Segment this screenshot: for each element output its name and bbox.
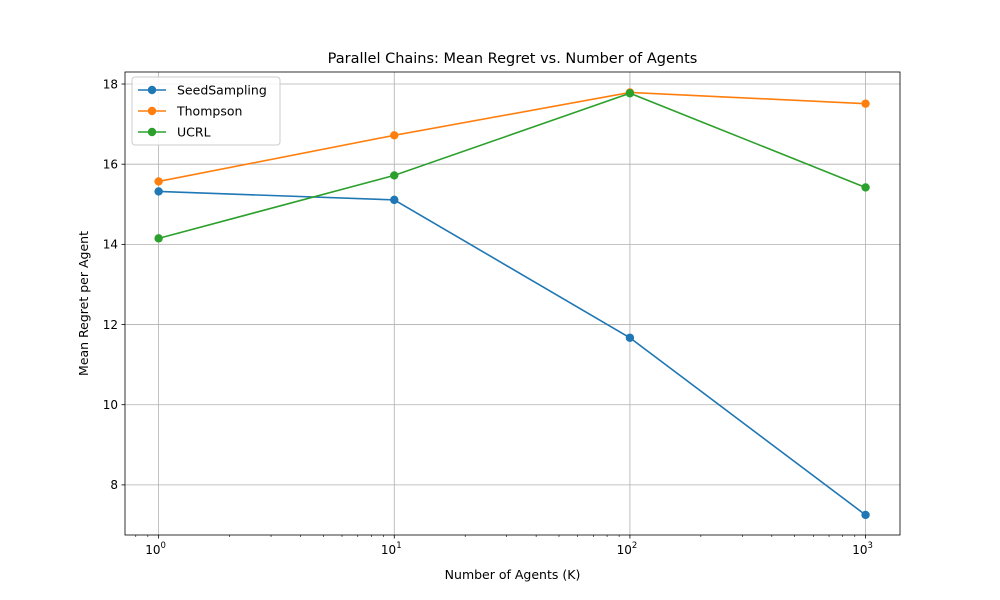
y-tick-label: 10 (103, 398, 118, 412)
y-axis-label: Mean Regret per Agent (76, 231, 91, 376)
axis-ticks: 100 101 102 103 8 10 12 14 16 18 (103, 77, 873, 557)
plot-area-frame (124, 71, 901, 536)
data-point-seedsampling (154, 187, 163, 196)
data-point-ucrl (861, 183, 870, 192)
x-tick-label: 102 (617, 541, 638, 557)
legend-label-thompson: Thompson (176, 104, 242, 119)
data-point-ucrl (625, 89, 635, 98)
legend-label-ucrl: UCRL (177, 125, 211, 140)
legend-label-seedsampling: SeedSampling (177, 83, 267, 98)
y-tick-label: 8 (110, 478, 118, 492)
data-point-thompson (861, 99, 870, 108)
legend-marker-ucrl (147, 127, 157, 137)
data-point-seedsampling (861, 510, 870, 520)
x-axis-label: Number of Agents (K) (445, 567, 581, 582)
grid (125, 72, 900, 535)
y-tick-label: 14 (103, 238, 118, 252)
data-point-seedsampling (390, 195, 399, 205)
x-tick-label: 103 (852, 541, 873, 557)
x-tick-label: 101 (381, 541, 402, 557)
data-point-thompson (390, 131, 399, 140)
legend: SeedSampling Thompson UCRL (131, 76, 281, 146)
y-tick-label: 18 (103, 77, 118, 91)
data-point-thompson (154, 177, 163, 186)
chart-title: Parallel Chains: Mean Regret vs. Number … (328, 51, 698, 67)
legend-marker-seedsampling (147, 85, 157, 95)
legend-marker-thompson (147, 106, 157, 116)
data-point-ucrl (390, 171, 399, 180)
series-line-ucrl (158, 92, 866, 240)
series-line-thompson (158, 91, 866, 183)
series-line-seedsampling (158, 190, 867, 516)
data-point-ucrl (154, 234, 163, 243)
y-tick-label: 16 (103, 157, 118, 171)
x-tick-label: 100 (145, 541, 166, 557)
y-tick-label: 12 (103, 318, 118, 332)
data-point-seedsampling (625, 333, 635, 342)
series-layer (154, 88, 870, 520)
legend-box (131, 76, 281, 146)
